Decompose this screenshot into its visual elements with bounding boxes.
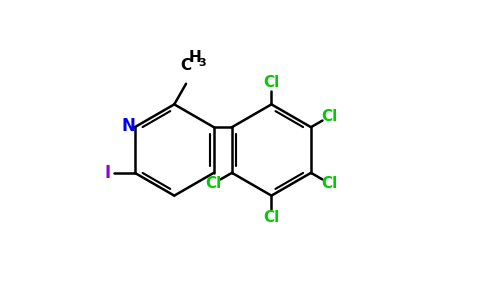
Text: 3: 3 [198,58,206,68]
Text: Cl: Cl [205,176,222,191]
Text: Cl: Cl [321,176,338,191]
Text: N: N [121,117,135,135]
Text: I: I [105,164,111,182]
Text: Cl: Cl [321,109,338,124]
Text: Cl: Cl [263,210,280,225]
Text: C: C [181,58,192,74]
Text: Cl: Cl [263,75,280,90]
Text: H: H [188,50,201,64]
